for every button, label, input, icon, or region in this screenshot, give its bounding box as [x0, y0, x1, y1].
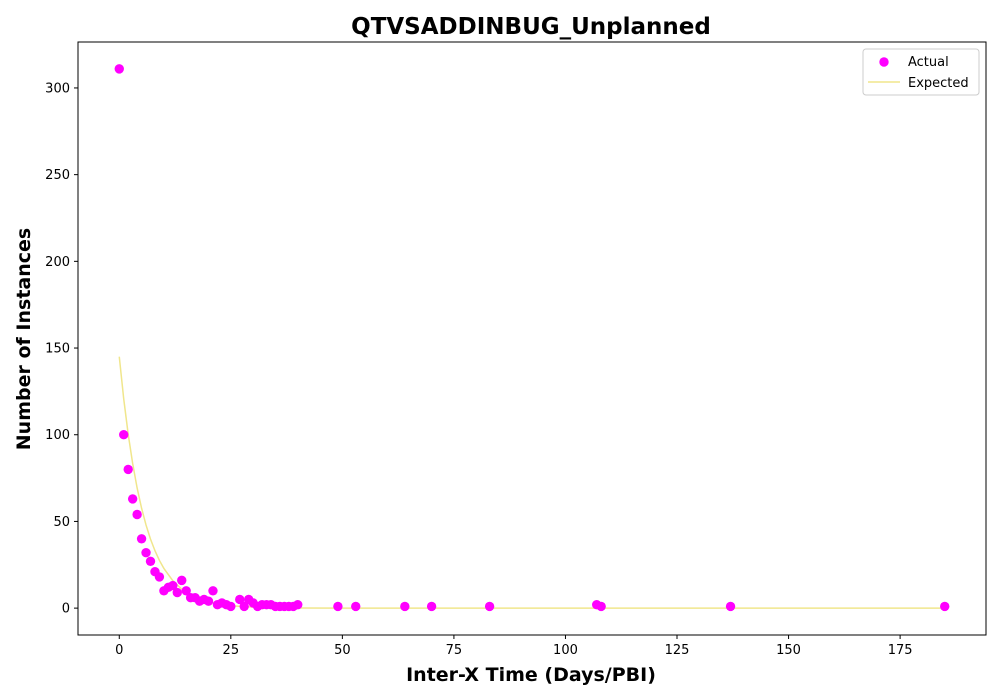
- y-tick-label: 150: [45, 342, 70, 357]
- data-point-actual: [596, 601, 606, 612]
- chart-title: QTVSADDINBUG_Unplanned: [351, 14, 711, 40]
- legend-label-expected: Expected: [908, 76, 969, 91]
- y-tick-label: 50: [53, 515, 70, 530]
- y-tick-label: 100: [45, 428, 70, 443]
- x-tick-label: 125: [665, 643, 690, 658]
- data-point-actual: [226, 601, 236, 612]
- data-point-actual: [203, 596, 214, 606]
- data-point-actual: [119, 430, 129, 440]
- data-point-actual: [127, 494, 138, 504]
- legend: Actual Expected: [862, 48, 980, 96]
- data-point-actual: [168, 580, 178, 591]
- data-point-actual: [351, 601, 361, 612]
- data-point-actual: [940, 601, 950, 612]
- x-tick-label: 0: [115, 643, 123, 658]
- legend-marker-actual: [879, 57, 889, 67]
- plot-frame: [77, 41, 987, 636]
- data-point-actual: [293, 599, 303, 610]
- data-point-actual: [239, 601, 249, 612]
- x-tick-label: 100: [553, 643, 578, 658]
- data-point-actual: [141, 547, 151, 558]
- data-point-actual: [208, 586, 218, 596]
- data-point-actual: [154, 572, 165, 582]
- data-point-actual: [114, 64, 124, 74]
- data-point-actual: [145, 556, 156, 567]
- data-point-actual: [235, 594, 245, 605]
- x-tick-label: 175: [888, 643, 913, 658]
- data-point-actual: [132, 509, 142, 520]
- data-point-actual: [400, 601, 410, 612]
- legend-label-actual: Actual: [908, 55, 949, 70]
- x-tick-label: 75: [446, 643, 463, 658]
- data-point-actual: [177, 575, 187, 586]
- y-tick-label: 0: [62, 602, 70, 617]
- data-point-actual: [123, 464, 133, 475]
- data-point-actual: [172, 587, 182, 598]
- data-point-actual: [484, 601, 495, 612]
- y-axis-label: Number of Instances: [13, 228, 35, 450]
- x-axis-label: Inter-X Time (Days/PBI): [406, 664, 656, 686]
- x-tick-label: 150: [776, 643, 801, 658]
- data-point-actual: [333, 601, 343, 612]
- data-point-actual: [181, 586, 191, 596]
- y-tick-label: 200: [45, 255, 70, 270]
- x-tick-label: 50: [334, 643, 351, 658]
- x-tick-label: 25: [223, 643, 240, 658]
- data-point-actual: [136, 534, 147, 544]
- data-point-actual: [725, 601, 736, 612]
- y-tick-label: 250: [45, 168, 70, 183]
- data-point-actual: [426, 601, 437, 612]
- y-tick-label: 300: [45, 81, 70, 96]
- legend-box: [862, 48, 980, 96]
